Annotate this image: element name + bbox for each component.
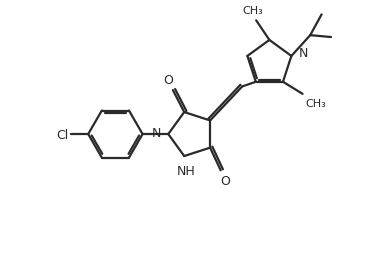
Text: CH₃: CH₃: [305, 99, 326, 109]
Text: CH₃: CH₃: [243, 6, 263, 16]
Text: O: O: [220, 174, 230, 187]
Text: N: N: [152, 126, 161, 139]
Text: NH: NH: [177, 165, 196, 178]
Text: Cl: Cl: [56, 128, 68, 141]
Text: O: O: [163, 74, 173, 87]
Text: N: N: [299, 47, 308, 60]
